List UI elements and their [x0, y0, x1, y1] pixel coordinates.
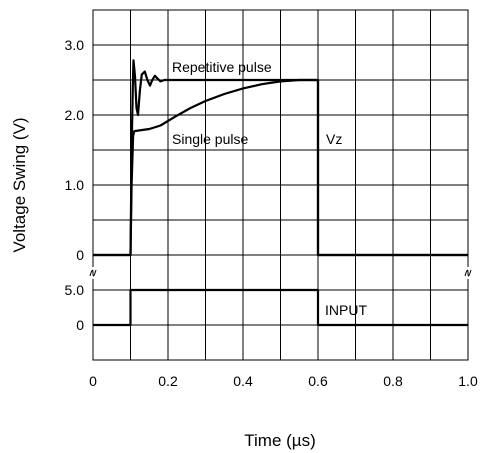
- x-tick-label: 0.4: [233, 373, 253, 389]
- x-axis-title: Time (µs): [244, 431, 316, 450]
- y-tick-label: 2.0: [65, 107, 85, 123]
- y-tick-label: 0: [76, 317, 84, 333]
- vz-label: Vz: [326, 131, 342, 147]
- axis-break-icon: [89, 269, 97, 277]
- y-tick-label: 0: [76, 247, 84, 263]
- input-label: INPUT: [325, 302, 367, 318]
- y-tick-labels: 3.0 2.0 1.0 0 5.0 0: [65, 37, 85, 333]
- x-tick-label: 0.6: [308, 373, 328, 389]
- x-tick-label: 0.8: [383, 373, 403, 389]
- x-tick-label: 0: [89, 373, 97, 389]
- y-tick-label: 1.0: [65, 177, 85, 193]
- y-axis-title: Voltage Swing (V): [10, 117, 29, 252]
- series-line-input: [93, 288, 468, 327]
- x-tick-labels: 0 0.2 0.4 0.6 0.8 1.0: [89, 373, 478, 389]
- repetitive-pulse-label: Repetitive pulse: [172, 59, 272, 75]
- y-tick-label: 3.0: [65, 37, 85, 53]
- single-pulse-label: Single pulse: [172, 131, 248, 147]
- y-tick-label: 5.0: [65, 282, 85, 298]
- series-layer: [93, 59, 468, 327]
- x-tick-label: 1.0: [458, 373, 478, 389]
- axis-break-icon: [464, 269, 472, 277]
- axis-break-marks: [89, 267, 472, 279]
- series-line-repetitive-pulse: [93, 59, 468, 257]
- plot-frame: [92, 9, 469, 361]
- x-tick-label: 0.2: [158, 373, 178, 389]
- series-line-single-pulse: [93, 78, 468, 257]
